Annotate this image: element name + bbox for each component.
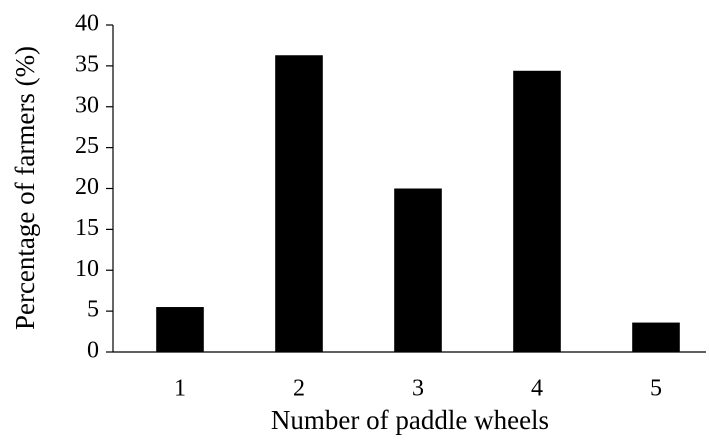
bar <box>156 307 204 352</box>
y-tick-label: 25 <box>75 133 99 159</box>
y-tick-label: 15 <box>75 215 99 241</box>
x-tick-label: 2 <box>293 376 305 402</box>
y-tick-label: 0 <box>87 338 99 364</box>
y-tick-label: 10 <box>75 256 99 282</box>
y-tick-label: 30 <box>75 92 99 118</box>
x-tick-label: 5 <box>650 376 662 402</box>
x-tick-label: 3 <box>412 376 424 402</box>
bar <box>513 70 561 352</box>
x-axis-label: Number of paddle wheels <box>271 405 549 435</box>
bar <box>275 55 323 353</box>
bar <box>632 322 680 352</box>
bar <box>394 188 442 352</box>
y-tick-label: 40 <box>75 11 99 37</box>
y-tick-label: 5 <box>87 297 99 323</box>
x-tick-label: 1 <box>174 376 186 402</box>
y-axis-label: Percentage of farmers (%) <box>10 46 40 330</box>
y-tick-label: 20 <box>75 174 99 200</box>
y-tick-label: 35 <box>75 51 99 77</box>
x-tick-label: 4 <box>531 376 543 402</box>
